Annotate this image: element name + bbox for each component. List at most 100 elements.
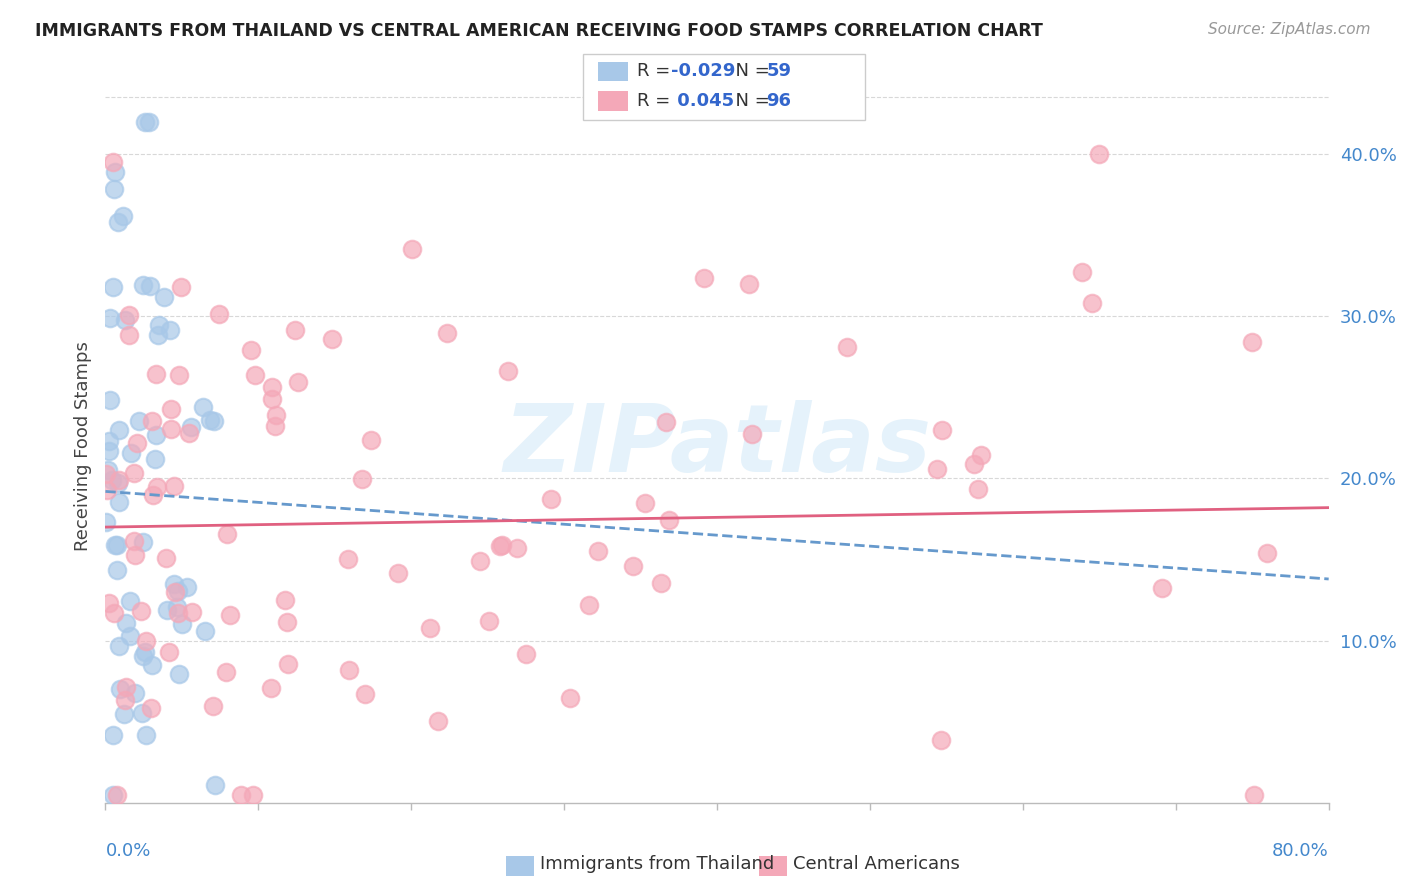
- Point: [141, 658, 163, 673]
- Point: [143, 451, 166, 466]
- Y-axis label: Receiving Food Stamps: Receiving Food Stamps: [73, 341, 91, 551]
- Point: [97, 596, 120, 610]
- Point: [650, 576, 672, 591]
- Point: [146, 480, 169, 494]
- Point: [658, 513, 681, 527]
- Point: [436, 326, 458, 340]
- Point: [108, 640, 131, 654]
- Point: [132, 277, 155, 292]
- Point: [231, 788, 253, 802]
- Point: [155, 603, 177, 617]
- Point: [120, 628, 142, 642]
- Point: [105, 538, 128, 552]
- Point: [148, 318, 170, 333]
- Point: [132, 534, 155, 549]
- Point: [321, 332, 343, 346]
- Point: [260, 681, 283, 695]
- Point: [194, 624, 217, 638]
- Point: [124, 466, 146, 480]
- Point: [101, 473, 124, 487]
- Point: [1256, 546, 1278, 560]
- Point: [655, 415, 678, 429]
- Point: [114, 313, 136, 327]
- Point: [693, 271, 716, 285]
- Point: [104, 164, 127, 178]
- Point: [134, 114, 156, 128]
- Point: [146, 328, 169, 343]
- Point: [929, 732, 952, 747]
- Text: 0.0%: 0.0%: [105, 842, 150, 860]
- Point: [468, 554, 491, 568]
- Point: [165, 585, 187, 599]
- Point: [110, 681, 132, 696]
- Point: [96, 483, 118, 498]
- Point: [202, 699, 225, 714]
- Point: [103, 182, 125, 196]
- Point: [925, 462, 948, 476]
- Text: R =: R =: [637, 92, 676, 110]
- Point: [970, 448, 993, 462]
- Point: [276, 615, 298, 629]
- Point: [145, 427, 167, 442]
- Text: R =: R =: [637, 62, 676, 80]
- Point: [125, 435, 148, 450]
- Point: [337, 663, 360, 677]
- Point: [120, 594, 142, 608]
- Point: [204, 778, 226, 792]
- Point: [277, 657, 299, 672]
- Text: Source: ZipAtlas.com: Source: ZipAtlas.com: [1208, 22, 1371, 37]
- Point: [426, 714, 449, 728]
- Point: [354, 687, 377, 701]
- Point: [167, 606, 190, 620]
- Point: [1243, 788, 1265, 802]
- Point: [145, 368, 167, 382]
- Point: [284, 323, 307, 337]
- Point: [112, 706, 135, 721]
- Text: Immigrants from Thailand: Immigrants from Thailand: [540, 855, 775, 873]
- Point: [94, 467, 117, 481]
- Point: [131, 706, 153, 720]
- Point: [129, 604, 152, 618]
- Point: [179, 426, 201, 441]
- Point: [135, 633, 157, 648]
- Point: [160, 422, 183, 436]
- Point: [586, 543, 609, 558]
- Point: [98, 392, 121, 407]
- Point: [101, 728, 124, 742]
- Point: [967, 482, 990, 496]
- Point: [105, 788, 128, 802]
- Point: [738, 277, 761, 291]
- Point: [239, 343, 262, 357]
- Point: [207, 307, 229, 321]
- Point: [1240, 335, 1263, 350]
- Point: [167, 583, 190, 598]
- Point: [103, 606, 125, 620]
- Point: [108, 473, 131, 487]
- Text: 80.0%: 80.0%: [1272, 842, 1329, 860]
- Point: [112, 209, 135, 223]
- Point: [506, 541, 529, 556]
- Point: [634, 496, 657, 510]
- Point: [101, 155, 124, 169]
- Point: [138, 114, 160, 128]
- Point: [176, 580, 198, 594]
- Point: [218, 607, 240, 622]
- Point: [152, 290, 174, 304]
- Point: [132, 648, 155, 663]
- Point: [105, 563, 128, 577]
- Point: [107, 476, 129, 491]
- Point: [419, 621, 441, 635]
- Point: [134, 645, 156, 659]
- Point: [155, 551, 177, 566]
- Point: [478, 614, 501, 628]
- Point: [558, 691, 581, 706]
- Point: [170, 279, 193, 293]
- Point: [107, 423, 129, 437]
- Point: [120, 446, 142, 460]
- Point: [142, 488, 165, 502]
- Point: [242, 788, 264, 802]
- Text: 59: 59: [766, 62, 792, 80]
- Point: [159, 323, 181, 337]
- Point: [202, 414, 225, 428]
- Point: [260, 392, 283, 406]
